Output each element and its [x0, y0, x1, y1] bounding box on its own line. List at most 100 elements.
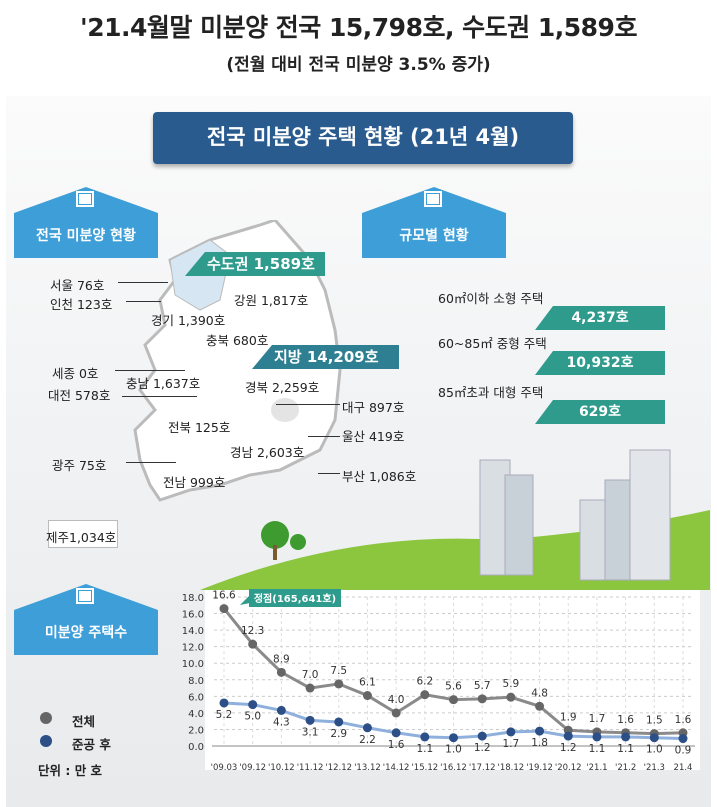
data-point — [391, 728, 401, 738]
leader-line — [276, 404, 340, 405]
data-point — [305, 715, 315, 725]
x-tick-label: '18.12 — [498, 763, 525, 773]
scenery-illustration — [200, 449, 710, 590]
section-size: 규모별 현황 — [362, 187, 506, 258]
label-gyeongnam: 경남 2,603호 — [230, 445, 305, 460]
x-tick-label: '19.12 — [526, 763, 553, 773]
x-tick-label: '17.12 — [469, 763, 496, 773]
y-tick-label: 4.0 — [188, 709, 204, 720]
data-label-total: 4.0 — [388, 694, 405, 706]
y-tick-label: 0.0 — [188, 742, 204, 753]
data-label-completed: 4.3 — [273, 716, 290, 728]
leader-line — [126, 462, 176, 463]
peak-annotation-pointer — [240, 595, 250, 605]
daegu-area — [271, 398, 299, 422]
leader-line — [308, 436, 340, 437]
data-point — [420, 732, 430, 742]
y-tick-label: 8.0 — [188, 676, 204, 687]
data-point — [334, 679, 344, 689]
data-point — [449, 695, 458, 705]
data-label-total: 8.9 — [273, 653, 290, 665]
leader-line — [118, 282, 168, 283]
section-label: 규모별 현황 — [399, 228, 469, 244]
data-label-completed: 1.0 — [445, 744, 462, 756]
label-ulsan: 울산 419호 — [342, 429, 405, 444]
data-point — [535, 701, 545, 711]
x-tick-label: '13.12 — [354, 763, 381, 773]
label-daejeon: 대전 578호 — [48, 388, 111, 403]
data-label-total: 7.0 — [302, 669, 319, 681]
data-label-completed: 1.1 — [416, 743, 433, 755]
data-label-completed: 1.1 — [617, 743, 634, 755]
label-seoul: 서울 76호 — [50, 278, 105, 293]
label-gangwon: 강원 1,817호 — [234, 293, 309, 308]
data-point — [678, 734, 688, 744]
data-label-completed: 1.2 — [474, 742, 491, 754]
legend-total: 전체 — [72, 714, 96, 729]
data-point — [477, 731, 487, 741]
y-tick-label: 12.0 — [182, 643, 204, 654]
data-point — [276, 705, 286, 715]
local-tag: 지방 14,209호 — [252, 345, 399, 369]
size-value-small: 4,237호 — [535, 306, 665, 330]
data-point — [305, 683, 315, 693]
data-point — [563, 731, 573, 741]
section-regional: 전국 미분양 현황 — [14, 187, 158, 258]
label-busan: 부산 1,086호 — [342, 469, 417, 484]
data-label-total: 1.5 — [646, 715, 663, 727]
data-label-total: 1.9 — [560, 711, 577, 723]
data-label-total: 12.3 — [241, 625, 264, 637]
window-icon — [76, 588, 94, 604]
data-point — [334, 717, 344, 727]
y-tick-label: 16.0 — [182, 610, 204, 621]
data-point — [477, 694, 487, 704]
label-gyeonggi: 경기 1,390호 — [151, 313, 226, 328]
legend-completed-marker — [40, 735, 52, 747]
line-chart: 0.0 2.0 4.0 6.0 8.0 10.0 12.0 14.0 16.0 18.0 '09.0… — [182, 589, 695, 773]
data-point — [362, 723, 372, 733]
data-point — [506, 692, 516, 702]
data-point — [391, 708, 401, 718]
data-point — [592, 732, 602, 742]
data-label-completed: 2.9 — [330, 728, 347, 740]
jeju-box — [48, 520, 118, 548]
data-point — [420, 690, 430, 700]
y-tick-label: 6.0 — [188, 692, 204, 703]
x-tick-label: '20.12 — [555, 763, 582, 773]
data-point — [449, 733, 458, 743]
size-label-medium: 60~85㎡ 중형 주택 — [438, 336, 547, 351]
data-point — [248, 700, 258, 710]
unit-label: 단위 : 만 호 — [38, 763, 103, 778]
capital-tag: 수도권 1,589호 — [185, 252, 325, 276]
x-tick-label: '16.12 — [440, 763, 467, 773]
y-tick-label: 14.0 — [182, 626, 204, 637]
legend-completed: 준공 후 — [72, 737, 111, 752]
x-tick-label: '21.1 — [586, 763, 607, 773]
window-icon — [424, 191, 442, 207]
data-label-total: 16.6 — [212, 590, 236, 602]
section-count: 미분양 주택수 — [14, 584, 158, 655]
data-label-completed: 5.2 — [216, 709, 233, 721]
data-label-total: 5.6 — [445, 681, 462, 693]
label-sejong: 세종 0호 — [52, 366, 99, 381]
leader-line — [318, 473, 340, 474]
data-label-total: 1.6 — [617, 714, 634, 726]
data-label-total: 6.2 — [416, 676, 433, 688]
size-value-medium: 10,932호 — [535, 351, 665, 375]
size-label-small: 60㎡이하 소형 주택 — [438, 291, 544, 306]
x-tick-label: '21.2 — [615, 763, 636, 773]
banner-title: 전국 미분양 주택 현황 (21년 4월) — [153, 112, 573, 164]
data-point — [276, 667, 286, 677]
x-tick-label: '11.12 — [297, 763, 324, 773]
label-jeonnam: 전남 999호 — [163, 475, 226, 490]
x-tick-label: '21.3 — [644, 763, 665, 773]
data-label-total: 1.7 — [589, 713, 606, 725]
y-tick-label: 10.0 — [182, 659, 204, 670]
label-jeju: 제주1,034호 — [46, 530, 117, 545]
x-tick-label: 21.4 — [674, 763, 693, 773]
section-label: 미분양 주택수 — [44, 625, 128, 641]
data-label-completed: 1.0 — [646, 744, 663, 756]
headline: '21.4월말 미분양 전국 15,798호, 수도권 1,589호 — [80, 13, 637, 42]
window-icon — [76, 191, 94, 207]
leader-line — [126, 301, 161, 302]
